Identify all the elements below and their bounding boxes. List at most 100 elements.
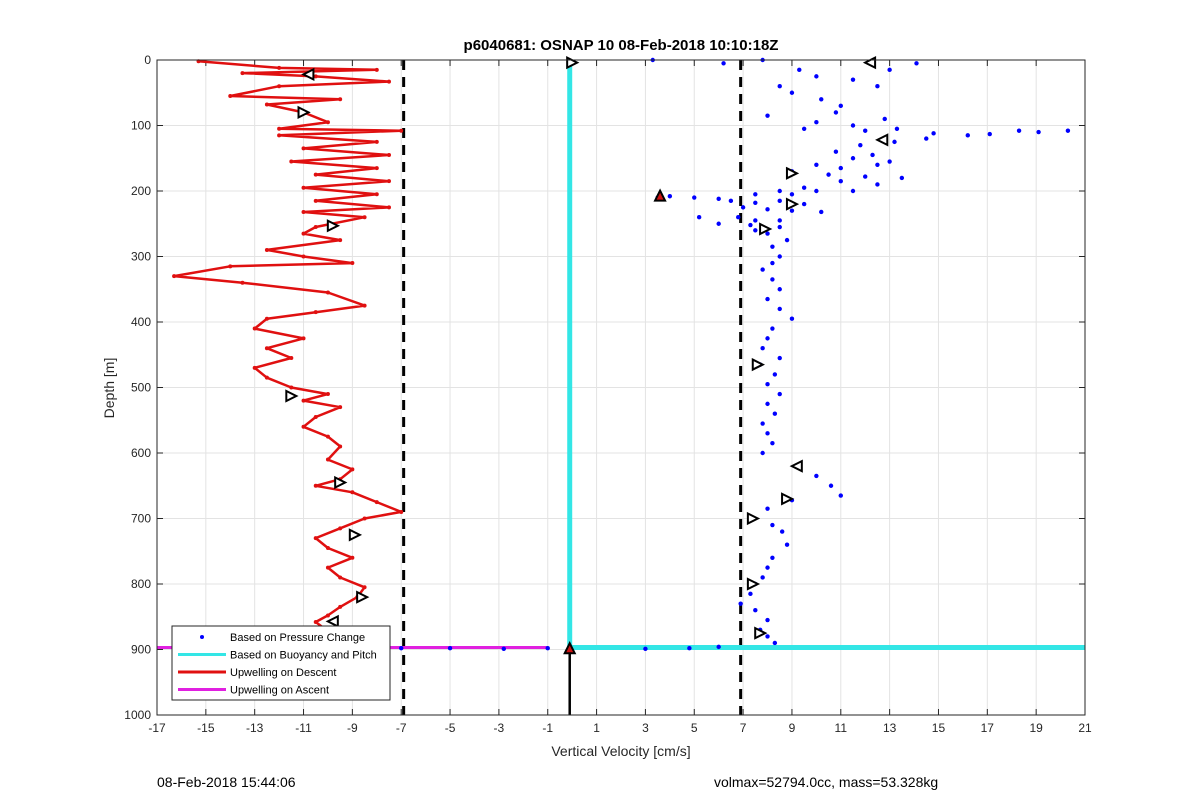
x-tick-label: -1 <box>542 721 553 735</box>
legend-label: Upwelling on Ascent <box>230 685 329 697</box>
pressure-point <box>838 178 843 184</box>
pressure-point <box>784 237 790 243</box>
descent-point <box>313 310 318 315</box>
pressure-point <box>501 646 506 652</box>
x-tick-label: -11 <box>295 721 312 735</box>
pressure-point <box>924 136 929 141</box>
pressure-point <box>838 165 843 171</box>
legend-box <box>171 625 391 701</box>
pressure-point <box>814 188 819 194</box>
descent-point <box>338 238 343 243</box>
descent-point <box>338 526 343 531</box>
pressure-point <box>765 617 770 623</box>
pressure-point <box>696 215 702 220</box>
descent-point <box>338 97 343 102</box>
pressure-point <box>770 522 775 528</box>
depth-marker <box>325 614 339 628</box>
descent-point <box>350 467 355 472</box>
pressure-point <box>875 84 880 89</box>
y-tick-label: 900 <box>131 643 151 657</box>
pressure-point <box>765 336 770 341</box>
descent-point <box>325 565 330 570</box>
pressure-point <box>740 205 746 210</box>
pressure-point <box>753 228 758 233</box>
pressure-point <box>643 646 648 652</box>
y-tick-label: 600 <box>131 446 151 460</box>
x-tick-label: 11 <box>835 721 848 735</box>
pressure-point <box>801 185 807 190</box>
pressure-point <box>753 218 758 223</box>
pressure-point <box>931 131 936 136</box>
x-tick-label: 3 <box>642 721 649 735</box>
pressure-point <box>814 120 819 125</box>
descent-point <box>387 179 391 184</box>
pressure-point <box>801 201 807 207</box>
descent-point <box>399 509 404 514</box>
pressure-point <box>765 382 770 387</box>
x-tick-label: -13 <box>246 721 264 735</box>
pressure-point <box>738 601 743 606</box>
descent-point <box>264 346 269 351</box>
pressure-point <box>777 391 782 397</box>
x-tick-label: 17 <box>981 721 995 735</box>
descent-point <box>301 185 306 190</box>
depth-marker <box>334 475 348 490</box>
pressure-point <box>667 194 673 199</box>
depth-marker <box>563 640 577 655</box>
pressure-point <box>858 142 863 148</box>
descent-point <box>374 500 379 505</box>
descent-point <box>387 152 391 157</box>
legend-swatch <box>200 635 204 639</box>
descent-point <box>313 225 318 230</box>
y-tick-label: 800 <box>131 577 151 591</box>
pressure-point <box>721 61 726 66</box>
depth-marker <box>746 577 761 591</box>
pressure-point <box>765 113 770 118</box>
y-tick-label: 400 <box>131 315 151 329</box>
descent-point <box>172 274 177 279</box>
descent-point <box>362 516 367 521</box>
legend: Based on Pressure Change Based on Buoyanc… <box>171 625 391 701</box>
pressure-point <box>870 152 875 158</box>
descent-point <box>289 356 294 361</box>
pressure-point <box>784 542 790 547</box>
x-axis-label: Vertical Velocity [cm/s] <box>551 743 690 759</box>
descent-point <box>338 575 343 580</box>
descent-point <box>313 172 318 177</box>
descent-point <box>325 392 330 397</box>
descent-point <box>313 74 318 79</box>
pressure-point <box>765 207 770 212</box>
pressure-point <box>772 372 778 377</box>
descent-point <box>289 159 294 164</box>
x-tick-label: 21 <box>1078 721 1092 735</box>
pressure-point <box>828 483 834 488</box>
pressure-point <box>777 224 782 230</box>
y-tick-label: 0 <box>144 53 151 67</box>
pressure-point <box>748 222 753 228</box>
descent-point <box>325 290 330 295</box>
pressure-point <box>797 67 802 73</box>
pressure-point <box>875 182 880 187</box>
pressure-point <box>1036 129 1041 135</box>
pressure-point <box>899 175 905 181</box>
pressure-point <box>716 644 721 650</box>
depth-marker <box>875 133 889 147</box>
depth-marker <box>759 222 773 236</box>
pressure-point <box>770 326 775 331</box>
pressure-point <box>819 97 824 102</box>
pressure-point <box>760 267 765 272</box>
x-tick-label: 13 <box>883 721 897 735</box>
pressure-point <box>863 128 868 133</box>
pressure-point <box>765 634 770 639</box>
descent-point <box>350 490 355 495</box>
pressure-point <box>789 192 795 197</box>
pressure-point <box>850 188 856 194</box>
pressure-point <box>789 316 795 321</box>
descent-point <box>277 65 282 70</box>
pressure-point <box>765 231 770 236</box>
pressure-point <box>789 208 795 213</box>
depth-marker <box>785 166 800 180</box>
descent-point <box>387 79 391 84</box>
descent-point <box>313 198 318 203</box>
